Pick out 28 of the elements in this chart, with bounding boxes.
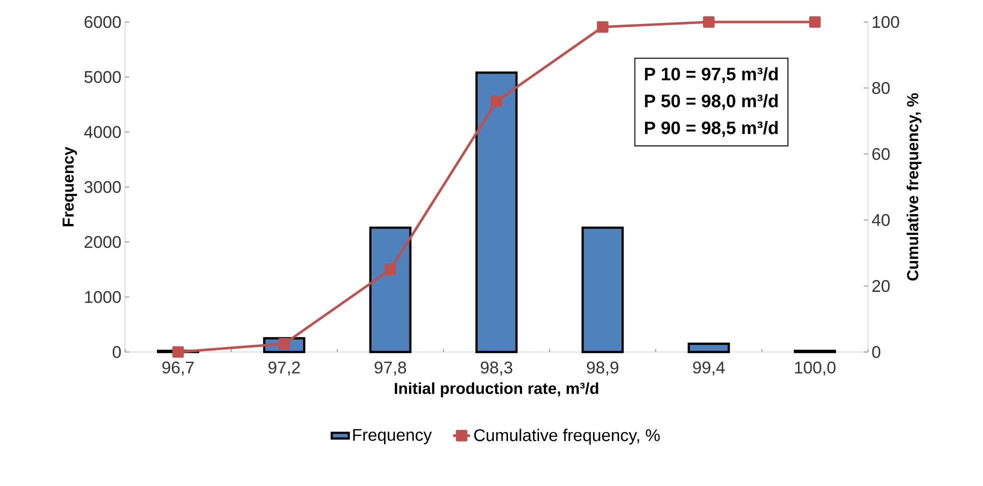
y-axis-title: Frequency [62, 146, 77, 226]
y2-axis-title: Cumulative frequency, % [906, 93, 922, 281]
y2-tick-label: 80 [872, 82, 890, 94]
legend-label: Cumulative frequency, % [474, 428, 660, 445]
annotation: P 50 = 98,0 m³/d [645, 94, 778, 110]
y-tick-label: 0 [112, 346, 121, 358]
y-tick-label: 5000 [84, 71, 121, 84]
x-tick-label: 98,9 [586, 362, 618, 376]
y-tick-label: 2000 [84, 236, 121, 248]
x-tick-label: 98,3 [480, 362, 512, 376]
x-tick-label: 97,8 [374, 362, 406, 376]
y-tick-label: 4000 [84, 126, 121, 138]
x-axis-title: Initial production rate, m³/d [394, 382, 598, 398]
y-tick-label: 1000 [85, 291, 121, 304]
y-tick-label: 3000 [84, 181, 121, 194]
x-tick-label: 96,7 [162, 362, 194, 376]
y2-tick-label: 0 [872, 346, 880, 358]
x-tick-label: 97,2 [268, 362, 300, 376]
annotation: P 10 = 97,5 m³/d [645, 67, 778, 84]
y-tick-label: 6000 [84, 16, 121, 28]
annotation: P 90 = 98,5 m³/d [645, 121, 778, 137]
y2-tick-label: 60 [872, 148, 890, 160]
legend-label: Frequency [353, 429, 432, 444]
y2-tick-label: 100 [872, 16, 900, 28]
y2-tick-label: 20 [872, 280, 890, 292]
y2-tick-label: 40 [872, 214, 890, 226]
x-tick-label: 99,4 [693, 362, 725, 376]
x-tick-label: 100,0 [795, 362, 836, 376]
